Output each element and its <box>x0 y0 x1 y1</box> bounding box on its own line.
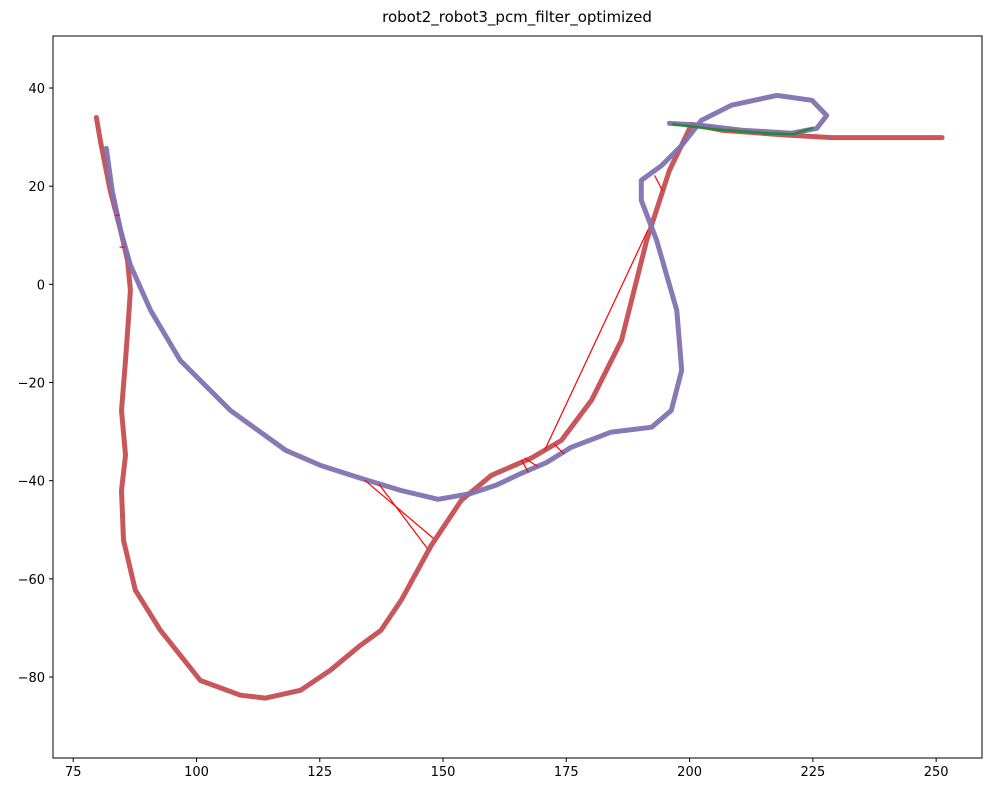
x-tick-label: 100 <box>184 765 209 780</box>
match-line <box>115 214 120 217</box>
x-tick-label: 225 <box>800 765 825 780</box>
x-tick-label: 175 <box>554 765 579 780</box>
axes-frame <box>52 35 983 759</box>
match-line <box>524 457 539 467</box>
match-line <box>554 443 565 455</box>
match-line <box>520 459 529 473</box>
y-tick-label: −40 <box>18 475 45 490</box>
x-tick-label: 200 <box>677 765 702 780</box>
y-tick-label: 0 <box>37 278 45 293</box>
y-tick-label: −80 <box>18 671 45 686</box>
y-tick-label: −60 <box>18 573 45 588</box>
x-tick-label: 150 <box>431 765 456 780</box>
x-tick-label: 125 <box>307 765 332 780</box>
x-tick-label: 250 <box>924 765 949 780</box>
plot-area <box>93 92 945 701</box>
match-line <box>364 479 434 539</box>
match-line <box>654 175 664 191</box>
y-tick-label: 20 <box>28 180 45 195</box>
x-tick-label: 75 <box>65 765 82 780</box>
match-line <box>544 230 649 451</box>
match-line <box>378 483 428 549</box>
chart-title: robot2_robot3_pcm_filter_optimized <box>382 8 652 27</box>
y-tick-label: 40 <box>28 82 45 97</box>
y-tick-label: −20 <box>18 377 45 392</box>
trajectory <box>672 123 814 136</box>
trajectory <box>103 92 830 502</box>
trajectory <box>93 115 945 701</box>
